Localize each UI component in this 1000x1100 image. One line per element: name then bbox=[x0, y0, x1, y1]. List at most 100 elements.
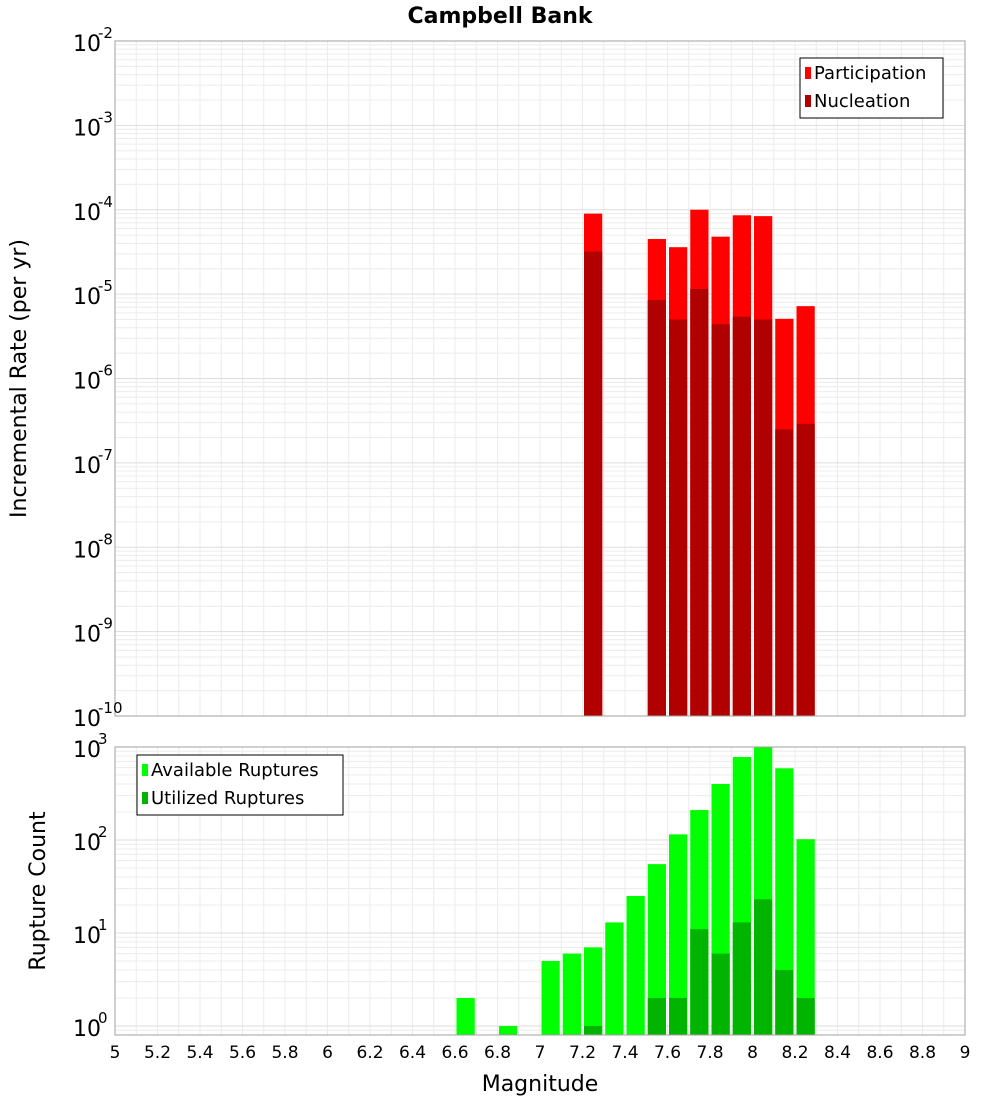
x-tick-label: 6 bbox=[322, 1043, 333, 1063]
x-tick-labels: 5 5.2 5.4 5.6 5.8 6 6.2 6.4 6.6 6.8 7 7.2 7.4 7.6 7.8 8… bbox=[110, 1043, 971, 1063]
bar-utilized-ruptures bbox=[796, 997, 815, 1035]
legend: Available Ruptures Utilized Ruptures bbox=[136, 754, 344, 816]
bar-nucleation bbox=[647, 300, 666, 716]
bar-available-ruptures bbox=[775, 768, 794, 1035]
x-tick-label: 8.2 bbox=[781, 1043, 808, 1063]
bar-utilized-ruptures bbox=[711, 953, 730, 1035]
x-tick-label: 5.6 bbox=[229, 1043, 256, 1063]
legend-swatch bbox=[142, 792, 148, 804]
x-tick-label: 7.4 bbox=[611, 1043, 638, 1063]
legend-label: Nucleation bbox=[814, 91, 910, 112]
y-tick-exponent: 2 bbox=[98, 823, 108, 841]
y-tick-label: 10 bbox=[73, 738, 101, 763]
bar-available-ruptures bbox=[541, 960, 560, 1035]
x-tick-label: 5.4 bbox=[186, 1043, 213, 1063]
bar-nucleation bbox=[775, 429, 794, 716]
legend-swatch bbox=[805, 67, 811, 79]
bar-nucleation bbox=[754, 319, 773, 716]
bar-utilized-ruptures bbox=[669, 997, 688, 1035]
bar-utilized-ruptures bbox=[647, 997, 666, 1035]
y-tick-exponent: -6 bbox=[98, 362, 113, 380]
x-tick-label: 8.8 bbox=[909, 1043, 936, 1063]
bar-nucleation bbox=[796, 423, 815, 716]
y-tick-exponent: -3 bbox=[98, 108, 113, 126]
x-tick-label: 7.6 bbox=[654, 1043, 681, 1063]
x-tick-label: 6.8 bbox=[484, 1043, 511, 1063]
bar-available-ruptures bbox=[584, 947, 603, 1035]
series-utilized-ruptures bbox=[584, 899, 815, 1035]
legend-swatch bbox=[805, 95, 811, 107]
x-tick-label: 6.4 bbox=[399, 1043, 426, 1063]
bar-available-ruptures bbox=[796, 839, 815, 1035]
legend-label: Participation bbox=[814, 63, 926, 84]
y-tick-label: 10 bbox=[73, 707, 101, 732]
bar-nucleation bbox=[669, 319, 688, 716]
legend-box bbox=[136, 754, 344, 816]
y-tick-exponent: -10 bbox=[98, 699, 123, 717]
y-tick-label: 10 bbox=[73, 116, 101, 141]
plot-border bbox=[114, 746, 966, 1036]
gridlines bbox=[114, 40, 966, 717]
y-tick-label: 10 bbox=[73, 623, 101, 648]
x-tick-label: 7 bbox=[535, 1043, 546, 1063]
bar-utilized-ruptures bbox=[754, 899, 773, 1035]
x-tick-label: 9 bbox=[960, 1043, 971, 1063]
y-axis-label: Incremental Rate (per yr) bbox=[7, 239, 32, 518]
bar-available-ruptures bbox=[605, 922, 624, 1035]
y-tick-label: 10 bbox=[73, 538, 101, 563]
y-tick-label: 10 bbox=[73, 831, 101, 856]
plot-border bbox=[114, 40, 966, 717]
y-tick-label: 10 bbox=[73, 924, 101, 949]
y-tick-exponent: -7 bbox=[98, 446, 113, 464]
bar-available-ruptures bbox=[647, 864, 666, 1035]
y-tick-label: 10 bbox=[73, 201, 101, 226]
legend: Participation Nucleation bbox=[799, 57, 944, 119]
y-tick-exponent: -2 bbox=[98, 24, 113, 42]
x-tick-label: 6.6 bbox=[441, 1043, 468, 1063]
bar-utilized-ruptures bbox=[732, 922, 751, 1035]
x-axis-label: Magnitude bbox=[482, 1072, 599, 1097]
bar-utilized-ruptures bbox=[690, 929, 709, 1035]
incremental-rate-panel: 10-1010-910-810-710-610-510-410-310-2Inc… bbox=[7, 24, 966, 732]
bar-available-ruptures bbox=[456, 997, 475, 1035]
bar-utilized-ruptures bbox=[775, 969, 794, 1035]
y-tick-exponent: -9 bbox=[98, 615, 113, 633]
bar-nucleation bbox=[711, 324, 730, 716]
x-tick-label: 5 bbox=[110, 1043, 121, 1063]
y-tick-exponent: -8 bbox=[98, 530, 113, 548]
series-nucleation bbox=[584, 251, 815, 716]
y-axis-label: Rupture Count bbox=[26, 811, 51, 971]
chart-title: Campbell Bank bbox=[408, 4, 594, 29]
y-tick-exponent: 3 bbox=[98, 730, 108, 748]
y-tick-label: 10 bbox=[73, 1017, 101, 1042]
bar-available-ruptures bbox=[626, 895, 645, 1035]
bar-available-ruptures bbox=[499, 1025, 518, 1035]
bar-nucleation bbox=[584, 251, 603, 716]
x-tick-label: 8 bbox=[747, 1043, 758, 1063]
y-tick-exponent: 1 bbox=[98, 916, 108, 934]
x-tick-label: 5.2 bbox=[144, 1043, 171, 1063]
legend-box bbox=[799, 57, 944, 119]
bar-utilized-ruptures bbox=[584, 1025, 603, 1035]
x-tick-label: 6.2 bbox=[356, 1043, 383, 1063]
y-tick-label: 10 bbox=[73, 32, 101, 57]
legend-swatch bbox=[142, 764, 148, 776]
legend-label: Utilized Ruptures bbox=[151, 788, 304, 809]
y-tick-exponent: -5 bbox=[98, 277, 113, 295]
bar-nucleation bbox=[732, 316, 751, 716]
x-tick-label: 8.6 bbox=[866, 1043, 893, 1063]
y-tick-label: 10 bbox=[73, 454, 101, 479]
y-tick-exponent: -4 bbox=[98, 193, 113, 211]
bar-available-ruptures bbox=[562, 953, 581, 1035]
bar-available-ruptures bbox=[669, 834, 688, 1035]
y-tick-label: 10 bbox=[73, 370, 101, 395]
x-tick-label: 8.4 bbox=[824, 1043, 851, 1063]
x-tick-label: 7.8 bbox=[696, 1043, 723, 1063]
bar-nucleation bbox=[690, 289, 709, 716]
x-tick-label: 7.2 bbox=[569, 1043, 596, 1063]
legend-label: Available Ruptures bbox=[151, 760, 319, 781]
